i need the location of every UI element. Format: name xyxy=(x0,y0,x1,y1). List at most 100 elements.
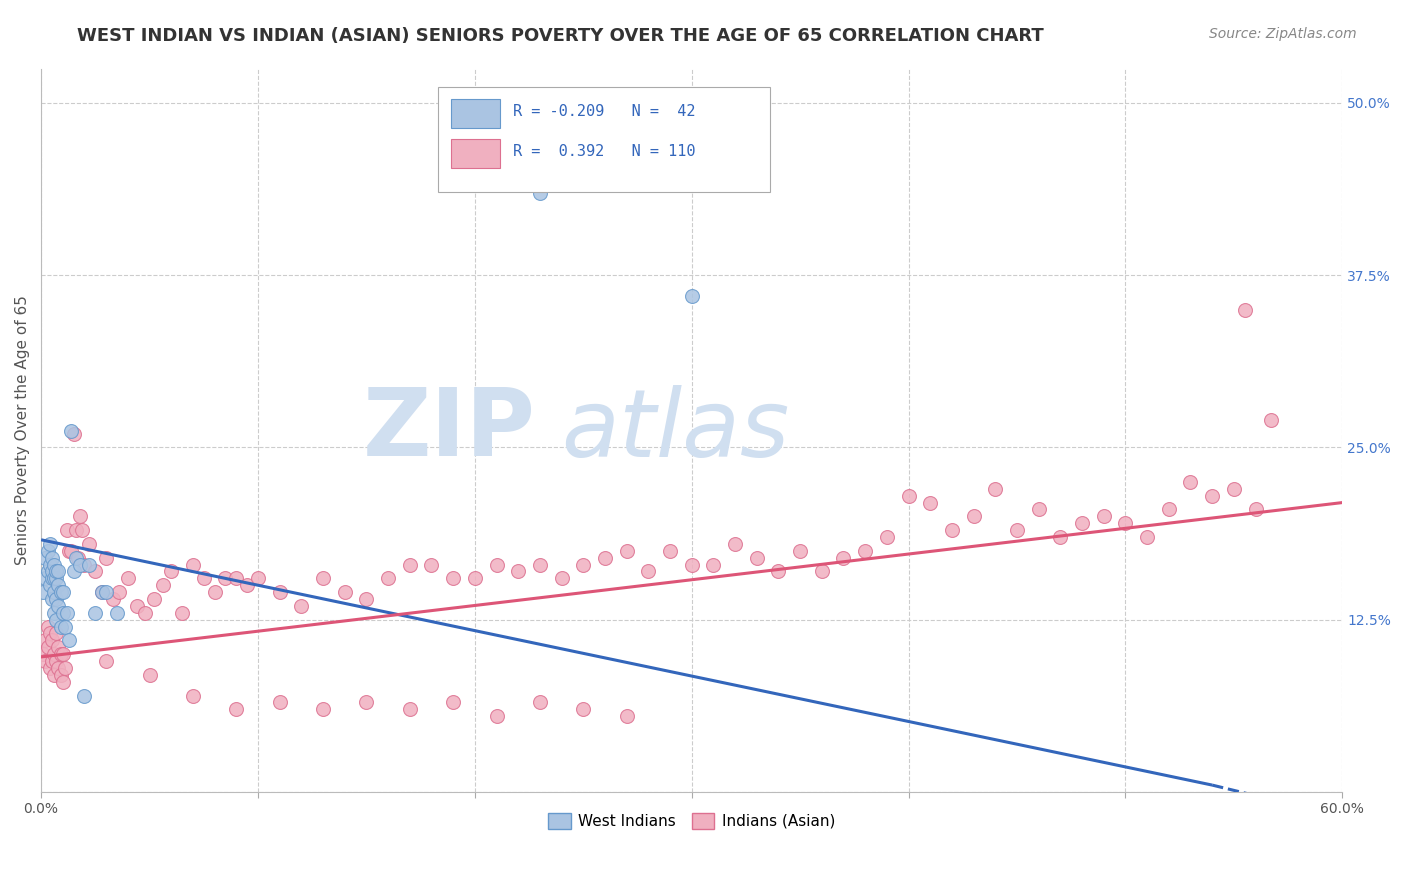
FancyBboxPatch shape xyxy=(451,99,501,128)
Point xyxy=(745,550,768,565)
Point xyxy=(572,702,595,716)
Point xyxy=(897,489,920,503)
Point xyxy=(52,585,75,599)
Point xyxy=(69,558,91,572)
Point xyxy=(724,537,747,551)
Point xyxy=(42,558,65,572)
Point xyxy=(49,668,72,682)
Point xyxy=(398,558,420,572)
Point xyxy=(637,565,659,579)
Point xyxy=(49,619,72,633)
Point xyxy=(225,702,247,716)
Point xyxy=(49,647,72,661)
Point xyxy=(1114,516,1136,531)
Point xyxy=(42,647,65,661)
Point xyxy=(48,578,70,592)
Point xyxy=(160,565,183,579)
Point xyxy=(356,592,378,607)
Point xyxy=(1049,530,1071,544)
Point xyxy=(66,550,89,565)
Point xyxy=(34,571,56,585)
Point xyxy=(853,544,876,558)
Point xyxy=(152,578,174,592)
Point xyxy=(508,565,530,579)
Point xyxy=(52,674,75,689)
Text: Source: ZipAtlas.com: Source: ZipAtlas.com xyxy=(1209,27,1357,41)
Point xyxy=(1071,516,1094,531)
Point xyxy=(38,661,60,675)
Point xyxy=(38,578,60,592)
Point xyxy=(73,558,96,572)
Point xyxy=(45,592,67,607)
Point xyxy=(572,558,595,572)
Point xyxy=(101,592,124,607)
Point xyxy=(77,558,100,572)
Point xyxy=(96,550,118,565)
Point xyxy=(38,558,60,572)
Point xyxy=(181,558,204,572)
Point xyxy=(529,695,551,709)
Point xyxy=(62,565,84,579)
Point xyxy=(193,571,215,585)
Point xyxy=(52,647,75,661)
Text: R =  0.392   N = 110: R = 0.392 N = 110 xyxy=(513,145,696,159)
Point xyxy=(616,544,638,558)
Point xyxy=(96,654,118,668)
Text: R = -0.209   N =  42: R = -0.209 N = 42 xyxy=(513,104,696,120)
Point xyxy=(1233,302,1256,317)
Point xyxy=(53,619,76,633)
Point xyxy=(441,571,464,585)
Text: atlas: atlas xyxy=(561,384,790,475)
Point xyxy=(269,585,291,599)
Point xyxy=(77,537,100,551)
Point xyxy=(1005,523,1028,537)
Point xyxy=(41,550,63,565)
Point xyxy=(789,544,811,558)
Y-axis label: Seniors Poverty Over the Age of 65: Seniors Poverty Over the Age of 65 xyxy=(15,295,30,566)
Point xyxy=(45,571,67,585)
Point xyxy=(1244,502,1267,516)
Point xyxy=(356,695,378,709)
Point xyxy=(32,585,55,599)
Point xyxy=(290,599,312,613)
Point xyxy=(441,695,464,709)
Point xyxy=(41,592,63,607)
Point xyxy=(138,668,160,682)
Point xyxy=(125,599,148,613)
Point xyxy=(53,661,76,675)
Point xyxy=(550,571,572,585)
Point xyxy=(32,647,55,661)
Point xyxy=(42,571,65,585)
Point xyxy=(41,633,63,648)
Point xyxy=(38,537,60,551)
Point xyxy=(48,599,70,613)
Point xyxy=(84,565,107,579)
Point xyxy=(464,571,486,585)
Point xyxy=(377,571,399,585)
Point xyxy=(702,558,724,572)
Point xyxy=(1260,413,1282,427)
Point xyxy=(312,571,335,585)
Point xyxy=(876,530,898,544)
Point xyxy=(37,619,59,633)
Point xyxy=(84,606,107,620)
Point xyxy=(60,544,83,558)
FancyBboxPatch shape xyxy=(451,138,501,168)
Point xyxy=(181,689,204,703)
Text: WEST INDIAN VS INDIAN (ASIAN) SENIORS POVERTY OVER THE AGE OF 65 CORRELATION CHA: WEST INDIAN VS INDIAN (ASIAN) SENIORS PO… xyxy=(77,27,1045,45)
Point xyxy=(485,558,508,572)
Point xyxy=(62,426,84,441)
Point xyxy=(73,689,96,703)
Point xyxy=(269,695,291,709)
Point xyxy=(56,606,79,620)
Point xyxy=(810,565,832,579)
Point xyxy=(170,606,193,620)
Point xyxy=(941,523,963,537)
Point xyxy=(90,585,112,599)
Point xyxy=(41,565,63,579)
Point xyxy=(45,613,67,627)
Point xyxy=(225,571,247,585)
Point xyxy=(48,565,70,579)
Point xyxy=(49,585,72,599)
Point xyxy=(312,702,335,716)
